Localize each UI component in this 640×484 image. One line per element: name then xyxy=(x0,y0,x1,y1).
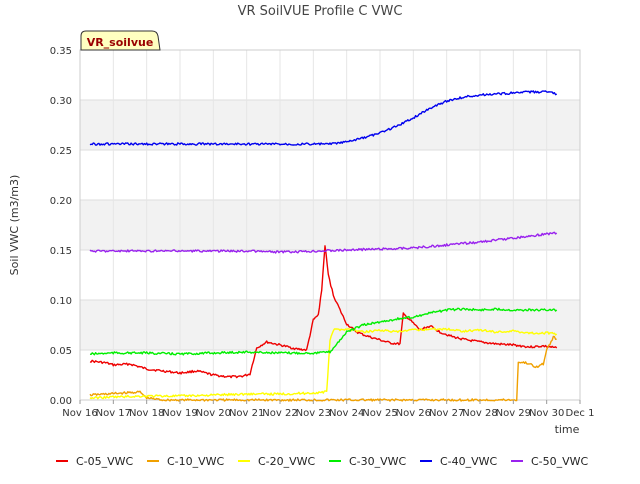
series-line-c-40-vwc xyxy=(89,90,558,146)
x-axis-label: time xyxy=(555,423,580,436)
x-tick-label: Nov 27 xyxy=(429,408,464,419)
series-line-c-10-vwc xyxy=(89,335,557,402)
x-tick-label: Nov 20 xyxy=(196,408,231,419)
series-line-c-20-vwc xyxy=(89,327,558,400)
x-tick-label: Nov 30 xyxy=(529,408,564,419)
series-layer xyxy=(89,90,558,402)
y-axis-ticks: 0.00 0.05 0.10 0.15 0.20 0.25 0.30 0.35 xyxy=(50,46,72,407)
y-tick-label: 0.00 xyxy=(50,396,72,407)
legend-item[interactable]: C-05_VWC xyxy=(56,455,134,468)
badge-label: VR_soilvue xyxy=(87,36,154,49)
x-tick-label: Nov 28 xyxy=(462,408,497,419)
x-tick-label: Nov 18 xyxy=(129,408,164,419)
y-tick-label: 0.05 xyxy=(50,346,72,357)
x-tick-label: Nov 23 xyxy=(296,408,331,419)
plot-bands xyxy=(80,100,580,350)
legend-label: C-40_VWC xyxy=(440,455,498,468)
y-tick-label: 0.20 xyxy=(50,196,72,207)
plot-band xyxy=(80,200,580,250)
station-badge: VR_soilvue xyxy=(80,30,161,51)
legend: C-05_VWC C-10_VWC C-20_VWC C-30_VWC C-40_VWC… xyxy=(56,455,589,468)
x-tick-label: Nov 26 xyxy=(396,408,431,419)
legend-item[interactable]: C-40_VWC xyxy=(420,455,498,468)
plot-band xyxy=(80,100,580,150)
y-tick-label: 0.35 xyxy=(50,46,72,57)
legend-label: C-50_VWC xyxy=(531,455,589,468)
legend-item[interactable]: C-30_VWC xyxy=(329,455,407,468)
series-line-c-05-vwc xyxy=(89,245,558,379)
legend-label: C-10_VWC xyxy=(167,455,225,468)
x-tick-label: Nov 16 xyxy=(62,408,97,419)
x-tick-label: Nov 24 xyxy=(329,408,364,419)
x-tick-label: Nov 29 xyxy=(496,408,531,419)
x-tick-label: Nov 21 xyxy=(229,408,264,419)
legend-label: C-20_VWC xyxy=(258,455,316,468)
legend-item[interactable]: C-20_VWC xyxy=(238,455,316,468)
y-tick-label: 0.25 xyxy=(50,146,72,157)
legend-item[interactable]: C-10_VWC xyxy=(147,455,225,468)
y-tick-label: 0.10 xyxy=(50,296,72,307)
x-tick-label: Nov 22 xyxy=(262,408,297,419)
y-tick-label: 0.15 xyxy=(50,246,72,257)
x-tick-label: Nov 25 xyxy=(362,408,397,419)
series-line-c-30-vwc xyxy=(89,307,558,356)
chart-title: VR SoilVUE Profile C VWC xyxy=(238,4,403,19)
legend-label: C-30_VWC xyxy=(349,455,407,468)
legend-label: C-05_VWC xyxy=(76,455,134,468)
y-tick-label: 0.30 xyxy=(50,96,72,107)
y-axis-label: Soil VWC (m3/m3) xyxy=(8,175,21,276)
x-tick-label: Nov 17 xyxy=(96,408,131,419)
legend-item[interactable]: C-50_VWC xyxy=(511,455,589,468)
x-tick-label: Nov 19 xyxy=(162,408,197,419)
series-line-c-50-vwc xyxy=(89,231,558,254)
badge-shape xyxy=(80,30,161,51)
x-tick-label: Dec 1 xyxy=(566,408,595,419)
